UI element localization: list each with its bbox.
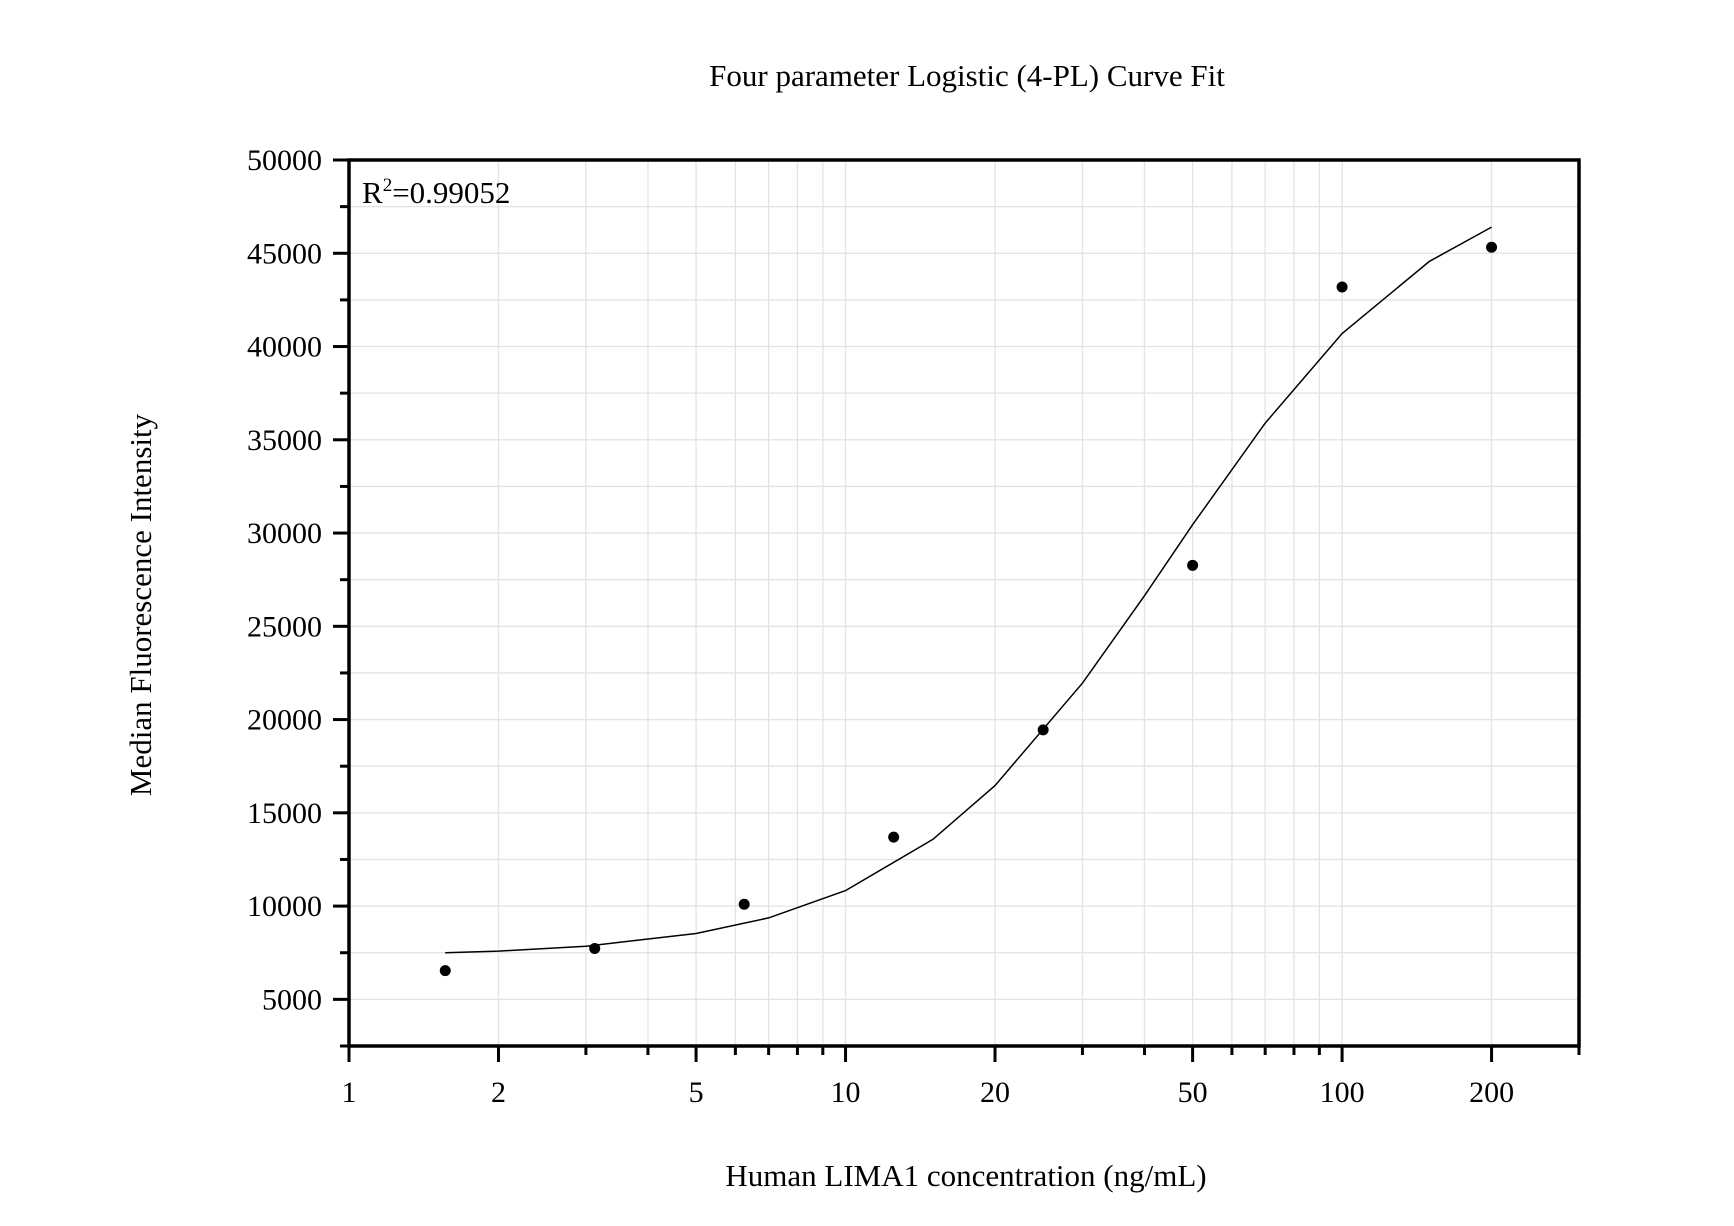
data-point xyxy=(738,898,750,910)
x-tick-label: 200 xyxy=(1469,1076,1514,1109)
data-point xyxy=(1037,724,1049,736)
data-point xyxy=(1187,559,1199,571)
fit-curve xyxy=(445,226,1492,954)
x-tick-label: 5 xyxy=(689,1076,704,1109)
y-tick-label: 5000 xyxy=(262,983,322,1016)
r-squared-annotation: R2=0.99052 xyxy=(362,175,510,210)
chart-title: Four parameter Logistic (4-PL) Curve Fit xyxy=(709,58,1225,93)
y-tick-label: 20000 xyxy=(247,704,322,737)
x-tick-label: 100 xyxy=(1320,1076,1365,1109)
y-tick-label: 30000 xyxy=(247,517,322,550)
fit-curve-layer xyxy=(445,226,1492,954)
y-axis-label: Median Fluorescence Intensity xyxy=(123,413,158,796)
r-squared-base: R xyxy=(362,175,383,210)
y-tick-label: 15000 xyxy=(247,797,322,830)
data-point xyxy=(589,942,601,954)
data-point xyxy=(1336,281,1348,293)
x-axis-label: Human LIMA1 concentration (ng/mL) xyxy=(725,1158,1206,1193)
x-tick-label: 1 xyxy=(342,1076,357,1109)
tick-labels: 1 2 5 10 20 50 100 200 5000 10000 15000 20000 25000 3… xyxy=(247,144,1514,1109)
r-squared-sup: 2 xyxy=(383,175,393,196)
x-tick-label: 2 xyxy=(491,1076,506,1109)
data-points xyxy=(439,241,1498,977)
plot-frame xyxy=(347,158,1581,1048)
y-tick-label: 45000 xyxy=(247,237,322,270)
grid xyxy=(349,160,1579,1046)
data-point xyxy=(1486,241,1498,253)
x-tick-label: 20 xyxy=(980,1076,1010,1109)
r-squared-value: =0.99052 xyxy=(392,175,510,210)
x-tick-label: 10 xyxy=(831,1076,861,1109)
y-tick-label: 10000 xyxy=(247,890,322,923)
y-tick-label: 35000 xyxy=(247,424,322,457)
data-point xyxy=(888,831,900,843)
y-tick-label: 40000 xyxy=(247,331,322,364)
x-tick-label: 50 xyxy=(1178,1076,1208,1109)
y-tick-label: 50000 xyxy=(247,144,322,177)
data-point xyxy=(439,965,451,977)
y-tick-label: 25000 xyxy=(247,610,322,643)
axes xyxy=(333,158,1581,1062)
